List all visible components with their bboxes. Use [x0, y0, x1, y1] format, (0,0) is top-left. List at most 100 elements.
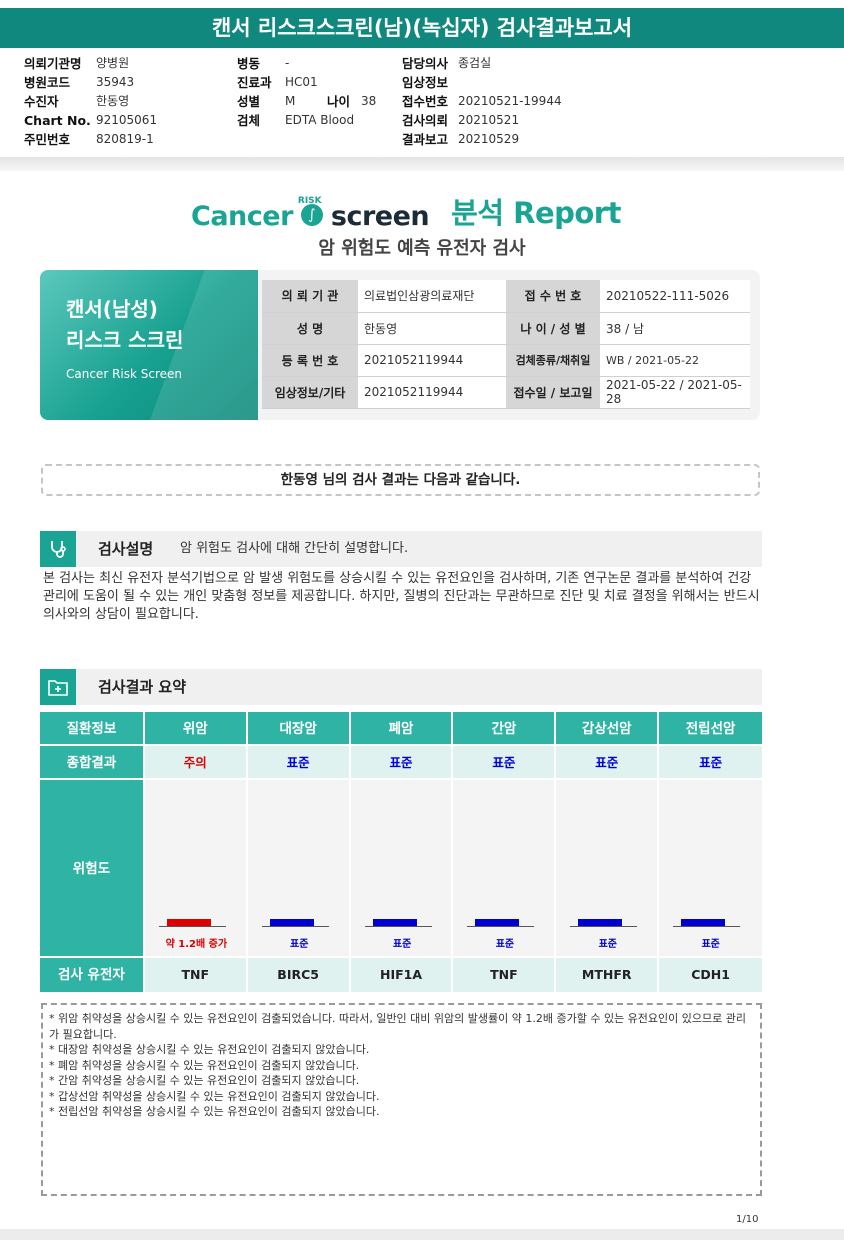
risk-cell: 표준 [659, 780, 763, 958]
gene-name: HIF1A [350, 958, 454, 992]
meta-row: 담당의사 종검실 [402, 54, 562, 73]
meta-value: 820819-1 [96, 132, 154, 146]
info-value: 2021052119944 [358, 344, 506, 377]
meta-column-3: 담당의사 종검실 임상정보 접수번호 20210521-19944 검사의뢰 2021… [402, 54, 562, 149]
row-label-gene: 검사 유전자 [40, 958, 145, 992]
info-label: 검체종류/채취일 [506, 344, 600, 377]
meta-column-1: 의뢰기관명 양병원 병원코드 35943 수진자 한동영 Chart No. 92105… [24, 54, 157, 149]
meta-value: EDTA Blood [285, 113, 355, 127]
meta-row: 수진자 한동영 [24, 92, 157, 111]
dna-icon: ∫ RISK [298, 196, 323, 226]
meta-key: 병원코드 [24, 75, 71, 90]
meta-row: 의뢰기관명 양병원 [24, 54, 157, 73]
stethoscope-icon [40, 531, 76, 567]
report-subtitle: 암 위험도 예측 유전자 검사 [318, 238, 526, 259]
info-label: 임상정보/기타 [262, 376, 358, 409]
product-title: 캔서(남성) 리스크 스크린 [66, 294, 183, 356]
meta-key: 검체 [237, 113, 261, 128]
risk-cell: 약 1.2배 증가 [144, 780, 248, 958]
row-label-result: 종합결과 [40, 746, 145, 780]
overall-result-row: 종합결과 주의 표준 표준 표준 표준 표준 [40, 746, 763, 780]
risk-baseline [261, 926, 329, 927]
overall-result: 주의 [144, 746, 248, 780]
overall-result: 표준 [247, 746, 351, 780]
section-header-summary: 검사결과 요약 [40, 669, 762, 705]
risk-cell: 표준 [453, 780, 557, 958]
risk-baseline [570, 926, 638, 927]
meta-value: 20210521 [458, 113, 520, 127]
meta-key: 접수번호 [402, 94, 449, 109]
info-row: 의 뢰 기 관 의료법인삼광의료재단 접 수 번 호 20210522-111-… [262, 280, 750, 313]
meta-key: 주민번호 [24, 132, 71, 147]
page-number: 1/10 [736, 1214, 759, 1225]
product-title-line2: 리스크 스크린 [66, 328, 184, 352]
note-line: * 대장암 취약성을 상승시킬 수 있는 유전요인이 검출되지 않았습니다. [49, 1043, 370, 1056]
meta-column-2: 병동 - 진료과 HC01 성별 M 나이 38 검체 EDTA Blood [237, 54, 376, 130]
meta-value: - [285, 56, 290, 70]
product-title-en: Cancer Risk Screen [66, 367, 183, 381]
meta-key: 수진자 [24, 94, 59, 109]
meta-value: 종검실 [458, 56, 492, 70]
info-value: 의료법인삼광의료재단 [358, 280, 506, 313]
gene-name: TNF [144, 958, 248, 992]
info-label: 등 록 번 호 [262, 344, 358, 377]
result-greeting: 한동영 님의 검사 결과는 다음과 같습니다. [41, 464, 760, 496]
overall-result: 표준 [556, 746, 660, 780]
result-summary-table: 질환정보 위암 대장암 폐암 간암 갑상선암 전립선암 종합결과 주의 표준 표준 표준 표준 표준… [40, 712, 763, 992]
risk-label: 표준 [598, 939, 617, 950]
info-label: 접수일 / 보고일 [506, 376, 600, 409]
risk-baseline [364, 926, 432, 927]
info-label: 접 수 번 호 [506, 280, 600, 313]
risk-bar [372, 919, 417, 926]
risk-level-row: 위험도 약 1.2배 증가 표준 표준 표준 표준 표준 [40, 780, 763, 958]
meta-row: 성별 M 나이 38 [237, 92, 376, 111]
risk-label: 표준 [392, 939, 412, 950]
info-row: 등 록 번 호 2021052119944 검체종류/채취일 WB / 2021… [262, 344, 750, 377]
meta-value: M [285, 94, 296, 108]
info-value: WB / 2021-05-22 [600, 344, 750, 377]
risk-bar [166, 919, 211, 926]
meta-key: 진료과 [237, 75, 272, 90]
risk-baseline [467, 926, 535, 927]
section-title: 검사설명 [98, 540, 154, 558]
info-label: 성 명 [262, 312, 358, 345]
risk-cell: 표준 [556, 780, 660, 958]
info-label: 나 이 / 성 별 [506, 312, 600, 345]
section-header-description: 검사설명 암 위험도 검사에 대해 간단히 설명합니다. [40, 531, 762, 567]
risk-cell: 표준 [247, 780, 351, 958]
meta-row: 검사의뢰 20210521 [402, 111, 562, 130]
brand-screen-text: screen [330, 201, 430, 232]
report-title: 캔서 리스크스크린(남)(녹십자) 검사결과보고서 [0, 8, 844, 48]
footer-band [0, 1229, 844, 1240]
risk-label: 표준 [290, 939, 309, 950]
disease-name: 위암 [144, 712, 248, 746]
meta-key: 임상정보 [402, 75, 449, 90]
risk-bar [269, 919, 314, 926]
info-value: 38 / 남 [600, 312, 750, 345]
info-label: 의 뢰 기 관 [262, 280, 358, 313]
meta-value: 35943 [96, 75, 135, 89]
section-title: 검사결과 요약 [98, 678, 187, 696]
brand-logo: Cancer ∫ RISK screen 분석 Report [0, 190, 844, 234]
risk-label: 표준 [495, 939, 515, 950]
brand-risk-text: RISK [297, 196, 322, 206]
brand-report-text: 분석 Report [451, 196, 621, 230]
info-value: 한동영 [358, 312, 506, 345]
overall-result: 표준 [453, 746, 557, 780]
note-line: * 간암 취약성을 상승시킬 수 있는 유전요인이 검출되지 않았습니다. [49, 1074, 360, 1087]
gene-name: CDH1 [659, 958, 763, 992]
meta-row: 접수번호 20210521-19944 [402, 92, 562, 111]
section-subtitle: 암 위험도 검사에 대해 간단히 설명합니다. [180, 541, 409, 556]
meta-value: 양병원 [96, 56, 130, 70]
meta-row: 병원코드 35943 [24, 73, 157, 92]
meta-row: 주민번호 820819-1 [24, 130, 157, 149]
meta-value: 20210529 [458, 132, 520, 146]
risk-cell: 표준 [350, 780, 454, 958]
meta-row: 검체 EDTA Blood [237, 111, 376, 130]
gene-name: BIRC5 [247, 958, 351, 992]
meta-value: 92105061 [96, 113, 158, 127]
test-description: 본 검사는 최신 유전자 분석기법으로 암 발생 위험도를 상승시킬 수 있는 … [43, 571, 760, 622]
meta-row: Chart No. 92105061 [24, 111, 157, 130]
meta-row: 병동 - [237, 54, 376, 73]
risk-bar [681, 919, 726, 926]
